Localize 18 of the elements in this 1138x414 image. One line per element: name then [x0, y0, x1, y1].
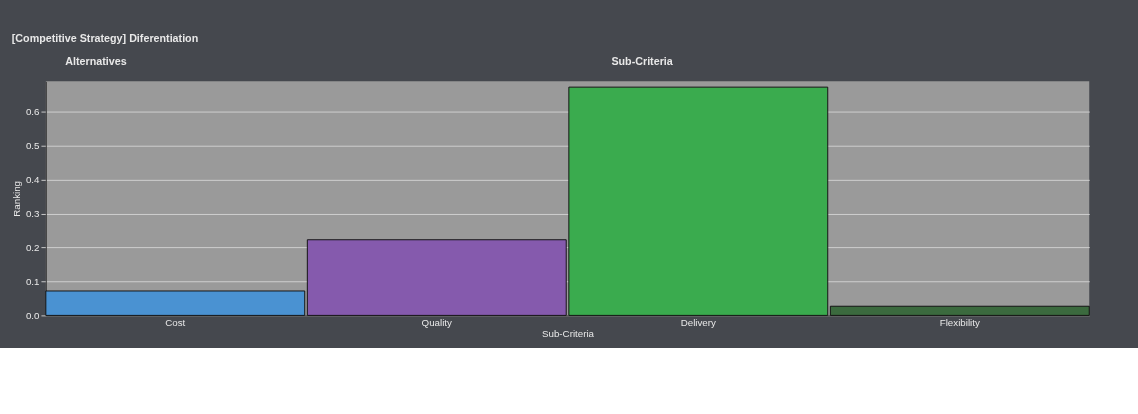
y-tick-label: 0.3: [25, 208, 40, 220]
y-axis-title: Ranking: [11, 180, 23, 217]
y-tick-label: 0.4: [25, 174, 41, 186]
text: Sub-Criteria: [611, 54, 674, 67]
y-tick-label: 0.6: [25, 106, 40, 118]
x-tick-label: Delivery: [680, 316, 717, 328]
y-tick-label: 0.1: [25, 275, 40, 287]
x-axis-title: Sub-Criteria: [542, 328, 595, 340]
bar: [45, 290, 306, 316]
x-tick-label: Cost: [165, 316, 186, 328]
y-tick-label: 0.2: [25, 241, 40, 253]
y-tick-label: 0.0: [25, 309, 41, 321]
text: Alternatives: [65, 54, 127, 67]
x-tick-label: Flexibility: [939, 316, 980, 328]
x-tick-label: Quality: [421, 316, 453, 328]
chart-title: [Competitive Strategy] Diferentiation: [11, 32, 199, 45]
bar: [829, 305, 1090, 316]
y-tick-label: 0.5: [25, 140, 41, 152]
